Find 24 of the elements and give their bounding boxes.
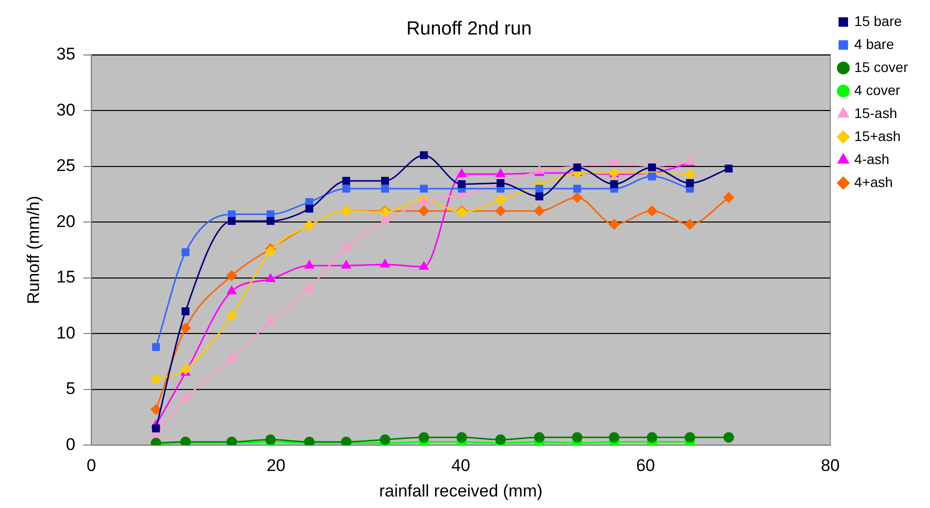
y-tick-label: 35	[56, 44, 76, 64]
x-axis-title: rainfall received (mm)	[379, 481, 543, 500]
y-tick-label: 15	[56, 268, 76, 287]
x-tick-label: 20	[266, 456, 286, 476]
x-tick-label: 80	[820, 456, 840, 476]
x-tick-label: 60	[636, 456, 656, 476]
legend-label: 15+ash	[854, 128, 901, 144]
y-tick-label: 20	[56, 212, 76, 231]
legend-label: 4+ash	[854, 174, 893, 190]
legend-label: 4-ash	[854, 150, 890, 167]
legend-label: 4 bare	[854, 36, 894, 52]
y-tick-label: 5	[66, 379, 76, 398]
x-tick-label: 40	[451, 456, 470, 476]
legend-label: 15 cover	[854, 58, 908, 75]
x-tick-label: 0	[86, 456, 96, 476]
y-tick-label: 25	[56, 156, 76, 176]
y-tick-label: 30	[56, 100, 76, 120]
chart-title: Runoff 2nd run	[406, 18, 532, 40]
legend-label: 15-ash	[854, 104, 898, 121]
y-tick-label: 10	[56, 323, 76, 342]
y-tick-label: 0	[66, 434, 76, 454]
legend-label: 15 bare	[854, 12, 902, 29]
legend-label: 4 cover	[854, 82, 901, 98]
y-axis-title: Runoff (mm/h)	[24, 196, 43, 304]
